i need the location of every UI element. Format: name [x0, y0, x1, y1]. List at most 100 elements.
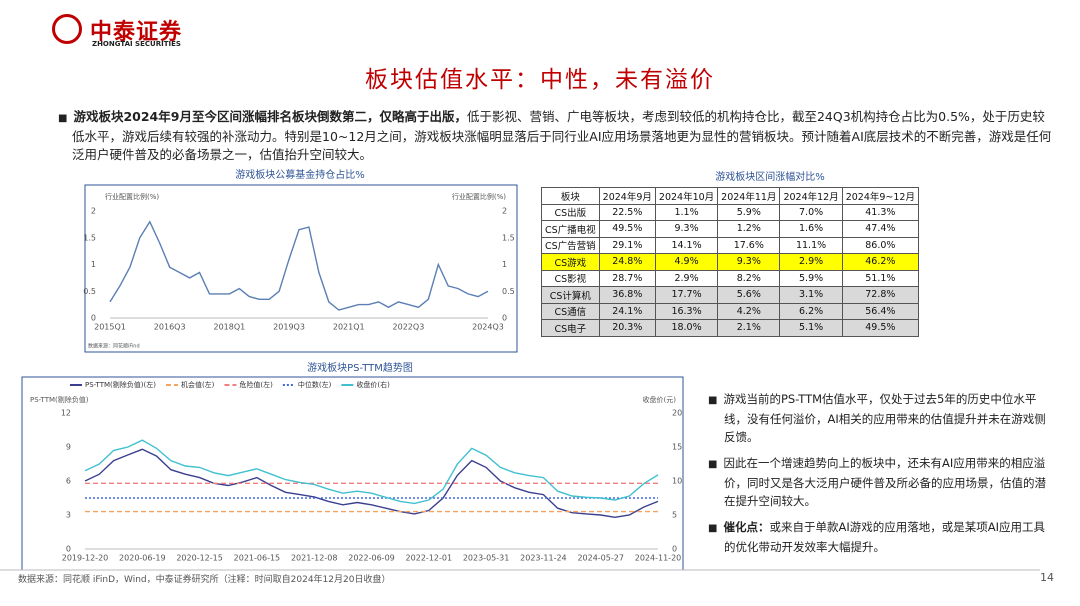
x-tick-label: 2019-12-20	[62, 554, 109, 563]
table-cell: 4.2%	[717, 302, 781, 320]
y-tick-label: 0	[91, 314, 96, 323]
bullet-bold: 催化点：	[723, 520, 770, 534]
table-cell: CS游戏	[541, 253, 600, 271]
table-cell: 1.1%	[654, 203, 719, 221]
y2-tick-label: 0	[502, 314, 507, 323]
legend-label: 中位数(左)	[298, 380, 332, 389]
chart-title: 游戏板块PS-TTM趋势图	[307, 361, 413, 374]
y-tick-label: 0	[66, 545, 71, 554]
page-number: 14	[1040, 571, 1054, 584]
table-cell: 46.2%	[841, 253, 919, 271]
x-tick-label: 2024-05-27	[577, 554, 624, 563]
y-tick-label: 6	[66, 477, 71, 486]
table-header-cell: 2024年12月	[779, 187, 843, 205]
y-tick-label: 9	[66, 443, 71, 452]
table-cell: CS出版	[541, 203, 600, 221]
x-tick-label: 2021-12-08	[291, 554, 338, 563]
x-tick-label: 2015Q1	[94, 323, 126, 332]
bullet-text: 游戏当前的PS-TTM估值水平，仅处于过去5年的历史中位水平线，没有任何溢价，A…	[723, 392, 1046, 444]
table-cell: 47.4%	[841, 220, 919, 238]
table-cell: 28.7%	[598, 269, 656, 287]
chart-frame	[84, 184, 518, 353]
x-tick-label: 2022-06-09	[348, 554, 395, 563]
x-tick-label: 2020-06-19	[119, 554, 166, 563]
table-cell: 72.8%	[841, 286, 919, 304]
table-row: CS游戏 24.8% 4.9% 9.3% 2.9% 46.2%	[541, 253, 919, 271]
table-cell: CS计算机	[541, 286, 600, 304]
y2-tick-label: 0.5	[502, 287, 515, 296]
chart-title: 游戏板块公募基金持仓占比%	[235, 168, 365, 181]
x-tick-label: 2021-06-15	[234, 554, 281, 563]
y2-tick-label: 15	[672, 443, 682, 452]
bullet-text: 因此在一个增速趋势向上的板块中，还未有AI应用带来的相应溢价，同时又是各大泛用户…	[723, 456, 1046, 508]
table-cell: 8.2%	[717, 269, 781, 287]
legend-label: PS-TTM(剔除负值)(左)	[85, 380, 156, 389]
table-cell: 1.2%	[717, 220, 781, 238]
table-cell: 5.9%	[779, 269, 843, 287]
table-cell: 9.3%	[717, 253, 781, 271]
legend-label: 机会值(左)	[181, 380, 215, 389]
table-cell: 17.6%	[717, 236, 781, 254]
bullet: 游戏当前的PS-TTM估值水平，仅处于过去5年的历史中位水平线，没有任何溢价，A…	[708, 390, 1053, 446]
table: 板块 2024年9月 2024年10月 2024年11月 2024年12月 2024年9~…	[541, 187, 919, 337]
table-cell: 20.3%	[598, 319, 656, 337]
intro-bold: 游戏板块2024年9月至今区间涨幅排名板块倒数第二，仅略高于出版，	[73, 109, 467, 124]
table-row: CS计算机 36.8% 17.7% 5.6% 3.1% 72.8%	[541, 286, 919, 304]
table-cell: 18.0%	[654, 319, 719, 337]
y2-tick-label: 2	[502, 207, 507, 216]
table-cell: 1.6%	[779, 220, 843, 238]
y-tick-label: 12	[61, 409, 71, 418]
table-cell: 24.1%	[598, 302, 656, 320]
footer-source: 数据来源：同花顺 iFinD，Wind，中泰证券研究所（注释：时间取自2024年…	[18, 575, 391, 585]
table-cell: CS通信	[541, 302, 600, 320]
bullets: 游戏当前的PS-TTM估值水平，仅处于过去5年的历史中位水平线，没有任何溢价，A…	[708, 390, 1053, 564]
x-tick-label: 2020-12-15	[176, 554, 223, 563]
table-cell: 16.3%	[654, 302, 719, 320]
legend-label: 收盘价(右)	[356, 380, 390, 389]
table-header-cell: 2024年11月	[717, 187, 781, 205]
bullet: 催化点：或来自于单款AI游戏的应用落地，或是某项AI应用工具的优化带动开发效率大…	[708, 518, 1053, 556]
y2-tick-label: 1	[502, 260, 507, 269]
table-cell: 5.9%	[717, 203, 781, 221]
table-row: CS广告营销 29.1% 14.1% 17.6% 11.1% 86.0%	[541, 236, 919, 254]
table-cell: 9.3%	[654, 220, 719, 238]
table-row: CS通信 24.1% 16.3% 4.2% 6.2% 56.4%	[541, 302, 919, 320]
logo: 中泰证券	[90, 20, 183, 45]
table-cell: 2.1%	[717, 319, 781, 337]
table-header-cell: 2024年9月	[598, 187, 656, 205]
table-cell: CS电子	[541, 319, 600, 337]
x-tick-label: 2018Q1	[213, 323, 245, 332]
table-cell: 2.9%	[779, 253, 843, 271]
y-tick-label: 1.5	[83, 233, 96, 242]
slide-title: 板块估值水平：中性，未有溢价	[365, 67, 715, 93]
table-cell: 41.3%	[841, 203, 919, 221]
y2-tick-label: 1.5	[502, 233, 515, 242]
x-tick-label: 2024Q3	[472, 323, 504, 332]
series-line	[84, 448, 659, 519]
x-tick-label: 2019Q3	[273, 323, 305, 332]
y-axis-label: PS-TTM(剔除负值)	[30, 395, 89, 404]
table-cell: 5.6%	[717, 286, 781, 304]
table-cell: 24.8%	[598, 253, 656, 271]
table-cell: 11.1%	[779, 236, 843, 254]
x-tick-label: 2022-12-01	[406, 554, 453, 563]
table-cell: 7.0%	[779, 203, 843, 221]
y-tick-label: 3	[66, 511, 71, 520]
intro-text: 低于影视、营销、广电等板块，考虑到较低的机构持仓比，截至24Q3机构持仓占比为0…	[72, 109, 1052, 162]
table-cell: 14.1%	[654, 236, 719, 254]
bullet-text: 或来自于单款AI游戏的应用落地，或是某项AI应用工具的优化带动开发效率大幅提升。	[724, 520, 1045, 554]
table-row: CS影视 28.7% 2.9% 8.2% 5.9% 51.1%	[541, 269, 919, 287]
y2-tick-label: 20	[672, 409, 682, 418]
table-cell: 22.5%	[598, 203, 656, 221]
table-cell: 51.1%	[841, 269, 919, 287]
table-title: 游戏板块区间涨幅对比%	[715, 172, 825, 183]
y-axis-label: 行业配置比例(%)	[105, 192, 159, 201]
x-tick-label: 2016Q3	[154, 323, 186, 332]
y-tick-label: 0.5	[83, 287, 96, 296]
table-cell: 5.1%	[779, 319, 843, 337]
x-tick-label: 2021Q1	[333, 323, 365, 332]
table-cell: 49.5%	[598, 220, 656, 238]
intro: 游戏板块2024年9月至今区间涨幅排名板块倒数第二，仅略高于出版，低于影视、营销…	[58, 108, 1052, 164]
logo-en: ZHONGTAI SECURITIES	[92, 40, 181, 48]
